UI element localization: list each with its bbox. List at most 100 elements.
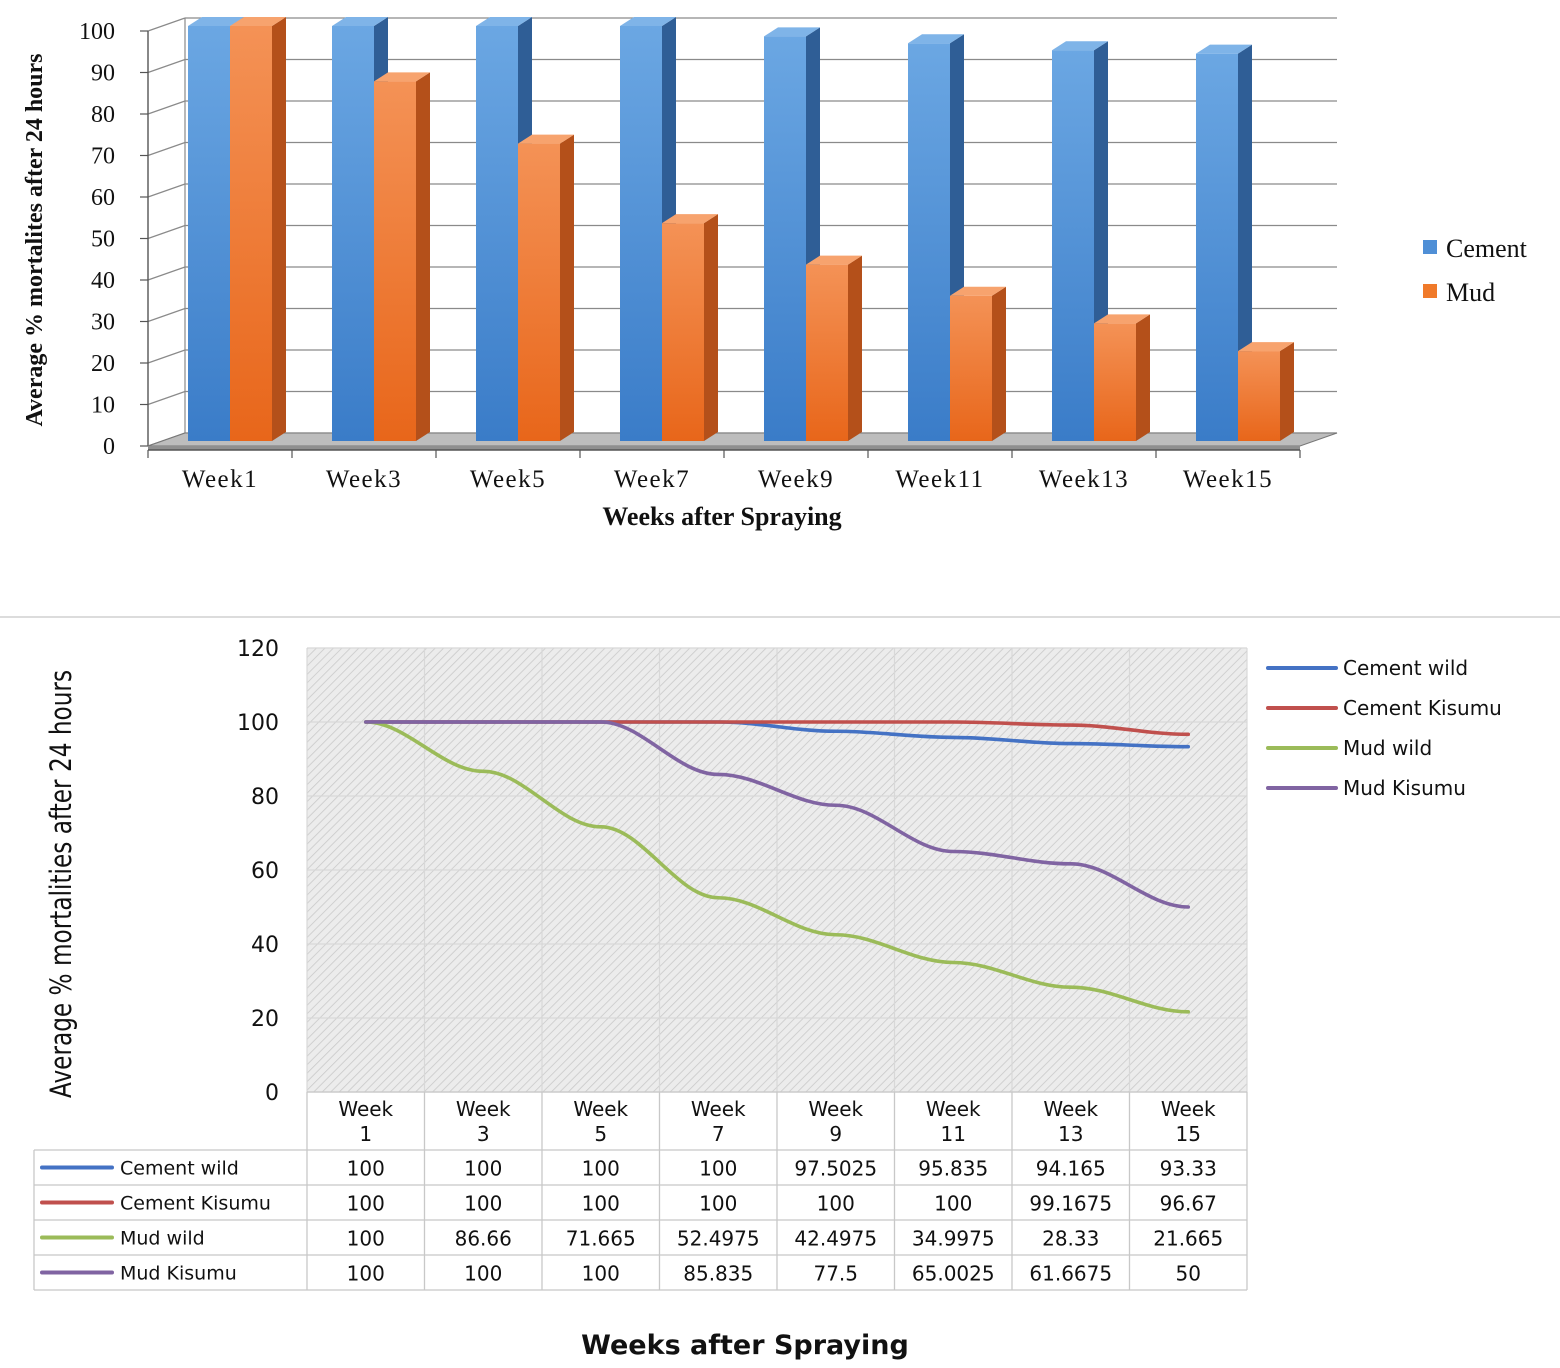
bar-top xyxy=(908,34,964,44)
legend-label: Mud xyxy=(1446,278,1495,307)
table-header-cell: 7 xyxy=(712,1122,725,1146)
x-tick-labels: Week1 Week3 Week5 Week7 Week9 Week11 Week13 Wee… xyxy=(147,450,1301,493)
bar-mud xyxy=(1238,342,1294,441)
bar-top xyxy=(188,17,244,26)
legend-label: Mud wild xyxy=(1343,736,1432,760)
legend-swatch xyxy=(1423,240,1437,254)
bar-mud xyxy=(374,72,430,442)
table-cell: 100 xyxy=(464,1262,502,1286)
table-cell: 100 xyxy=(699,1192,737,1216)
bar-side xyxy=(560,134,574,441)
y-axis-label: Average % mortalites after 24 hours xyxy=(22,53,48,426)
bar-front xyxy=(662,223,704,441)
y-tick-label: 80 xyxy=(251,785,279,810)
x-tick-label: Week9 xyxy=(758,466,834,493)
legend-label: Cement wild xyxy=(1343,656,1468,680)
table-cell: 100 xyxy=(347,1192,385,1216)
table-row-label: Cement wild xyxy=(120,1158,239,1180)
table-cell: 93.33 xyxy=(1160,1157,1217,1181)
gridline-side xyxy=(147,100,186,115)
gridline-side xyxy=(147,183,186,198)
bar-front xyxy=(332,26,374,441)
bar-top xyxy=(476,17,532,26)
x-axis-label: Weeks after Spraying xyxy=(581,1330,909,1361)
bar-front xyxy=(476,26,518,441)
y-tick-label: 0 xyxy=(103,434,115,460)
table-cell: 86.66 xyxy=(455,1227,512,1251)
y-tick-labels: 0 20 40 60 80 100 120 xyxy=(237,637,279,1106)
x-tick-label: Week11 xyxy=(895,466,984,493)
x-tick-label: Week15 xyxy=(1183,466,1273,493)
bar-front xyxy=(230,26,272,441)
bar-front xyxy=(620,26,662,441)
bar-side xyxy=(272,17,286,441)
table-cell: 77.5 xyxy=(813,1262,858,1286)
gridline-side xyxy=(147,390,186,406)
y-tick-label: 20 xyxy=(91,351,115,377)
bars xyxy=(188,17,1294,442)
y-tick-label: 10 xyxy=(91,393,115,419)
table-cell: 100 xyxy=(347,1262,385,1286)
table-cell: 94.165 xyxy=(1036,1157,1106,1181)
y-tick-label: 90 xyxy=(91,61,115,87)
table-cell: 28.33 xyxy=(1042,1227,1099,1251)
bar-front xyxy=(1196,53,1238,441)
bar-front xyxy=(188,26,230,441)
table-header-cell: Week xyxy=(691,1097,746,1121)
table-header-cell: 15 xyxy=(1176,1122,1201,1146)
bar-front xyxy=(764,36,806,441)
bar-side xyxy=(704,214,718,441)
series-lines xyxy=(363,720,1191,1014)
floor-edge xyxy=(148,446,1300,450)
bar-mud xyxy=(806,255,862,441)
table-cell: 100 xyxy=(582,1192,620,1216)
table-cell: 100 xyxy=(699,1157,737,1181)
x-axis-label: Weeks after Spraying xyxy=(602,502,841,531)
legend-label: Cement xyxy=(1446,234,1528,263)
legend-label: Mud Kisumu xyxy=(1343,776,1466,800)
gridline-side xyxy=(147,266,186,281)
table-cell: 100 xyxy=(464,1192,502,1216)
bar-top xyxy=(1238,342,1294,352)
gridline-side xyxy=(147,224,186,240)
table-cell: 100 xyxy=(934,1192,972,1216)
x-tick-label: Week13 xyxy=(1039,466,1129,493)
series-line-mud-kisumu xyxy=(363,720,1191,909)
table-cell: 100 xyxy=(347,1227,385,1251)
table-header-cell: Week xyxy=(338,1097,393,1121)
bar-top xyxy=(764,27,820,37)
bar-mud xyxy=(662,214,718,441)
x-tick-label: Week3 xyxy=(326,466,402,493)
table-cell: 34.9975 xyxy=(912,1227,995,1251)
y-tick-label: 70 xyxy=(91,144,115,170)
legend: Cement wild Cement Kisumu Mud wild Mud Kisu… xyxy=(1266,656,1502,800)
y-tick-label: 50 xyxy=(91,227,115,253)
gridline-side xyxy=(147,307,186,323)
table-cell: 100 xyxy=(582,1262,620,1286)
bar-top xyxy=(332,17,388,26)
bar-mud xyxy=(230,17,286,441)
table-cell: 52.4975 xyxy=(677,1227,760,1251)
y-tick-label: 100 xyxy=(237,711,279,736)
bar-mud xyxy=(518,134,574,441)
bar-front xyxy=(1052,50,1094,442)
bar-front xyxy=(374,81,416,442)
y-tick-labels: 0 10 20 30 40 50 60 70 80 90 100 xyxy=(79,19,115,460)
gridlines xyxy=(140,17,1337,447)
table-cell: 42.4975 xyxy=(794,1227,877,1251)
gridline-side xyxy=(147,141,186,157)
bar-side xyxy=(992,286,1006,441)
y-axis-label: Average % mortalities after 24 hours xyxy=(46,670,79,1098)
bar-side xyxy=(1238,44,1252,441)
bar-side xyxy=(416,72,430,442)
table-row-label: Mud Kisumu xyxy=(120,1263,237,1285)
legend-swatch xyxy=(1423,284,1437,298)
table-header-cell: Week xyxy=(456,1097,511,1121)
y-tick-label: 30 xyxy=(91,310,115,336)
bar-front xyxy=(1094,323,1136,441)
table-row-label: Cement Kisumu xyxy=(120,1193,271,1215)
y-tick-label: 80 xyxy=(91,102,115,128)
table-header-cell: Week xyxy=(573,1097,628,1121)
